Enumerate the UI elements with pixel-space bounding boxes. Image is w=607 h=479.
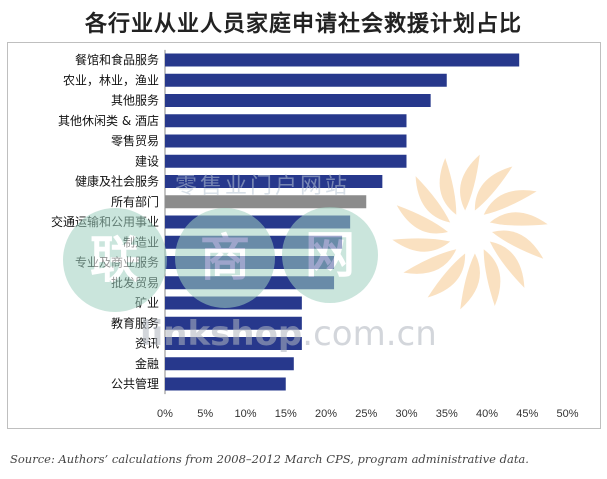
watermark-sun-ray (474, 166, 513, 211)
watermark-logo-char-2: 商 (200, 229, 250, 287)
category-label-1: 农业，林业，渔业 (63, 73, 159, 87)
watermark-sun-ray (427, 253, 466, 298)
watermark-sun-ray (392, 238, 451, 252)
bar-15 (165, 357, 294, 371)
watermark-sun-ray (460, 154, 480, 211)
x-tick-label-8: 40% (476, 408, 498, 420)
watermark: 零售业门户网站 联 商 网 linkshop.com.cn (63, 154, 548, 354)
watermark-logo-circle-2 (175, 208, 275, 308)
watermark-sun-ray (396, 205, 448, 234)
category-label-15: 金融 (135, 356, 159, 371)
category-label-14: 资讯 (135, 337, 159, 351)
category-label-6: 健康及社会服务 (75, 174, 159, 189)
bar-3 (165, 114, 407, 128)
chart-title: 各行业从业人员家庭申请社会救援计划占比 (84, 12, 522, 37)
watermark-sun-ray (483, 190, 537, 215)
watermark-sun-ray (492, 230, 544, 259)
category-label-2: 其他服务 (111, 93, 159, 108)
x-tick-label-5: 25% (355, 408, 377, 420)
source-note: Source: Authors’ calculations from 2008–… (10, 452, 529, 466)
watermark-site-text: linkshop.com.cn (140, 314, 437, 354)
category-label-3: 其他休闲类 & 酒店 (58, 114, 159, 128)
watermark-sun-ray (403, 249, 457, 274)
category-label-5: 建设 (135, 154, 159, 168)
x-tick-label-9: 45% (516, 408, 538, 420)
x-tick-label-3: 15% (275, 408, 297, 420)
bar-6 (165, 175, 383, 188)
watermark-sun-ray (460, 253, 480, 310)
x-tick-label-4: 20% (315, 408, 337, 420)
category-label-4: 零售贸易 (111, 133, 159, 148)
watermark-logo-char-1: 联 (90, 231, 140, 289)
x-tick-label-7: 35% (436, 408, 458, 420)
bar-4 (165, 134, 407, 148)
x-tick-label-2: 10% (234, 408, 256, 420)
watermark-logo-circle-1 (63, 208, 167, 312)
watermark-sun-ray (483, 249, 501, 306)
bar-13 (165, 316, 302, 330)
bar-5 (165, 154, 407, 168)
x-tick-label-1: 5% (197, 408, 213, 420)
category-label-0: 餐馆和食品服务 (75, 52, 159, 67)
watermark-sun-ray (439, 158, 457, 215)
x-tick-label-10: 50% (556, 408, 578, 420)
category-label-13: 教育服务 (111, 315, 159, 330)
bar-1 (165, 73, 447, 87)
watermark-top-text: 零售业门户网站 (175, 174, 350, 199)
bar-7 (165, 195, 367, 209)
bar-14 (165, 337, 302, 350)
bar-2 (165, 94, 431, 107)
bar-16 (165, 377, 286, 391)
watermark-sun-ray (489, 241, 525, 288)
watermark-sun-icon (392, 154, 548, 310)
x-tick-label-6: 30% (395, 408, 417, 420)
bar-0 (165, 53, 520, 67)
watermark-sun-ray (415, 176, 451, 223)
category-label-7: 所有部门 (111, 194, 159, 209)
watermark-sun-ray (489, 212, 548, 226)
category-label-16: 公共管理 (111, 376, 159, 391)
x-tick-label-0: 0% (157, 408, 173, 420)
watermark-logo-circle-3 (282, 207, 378, 303)
watermark-logo-char-3: 网 (305, 226, 355, 284)
